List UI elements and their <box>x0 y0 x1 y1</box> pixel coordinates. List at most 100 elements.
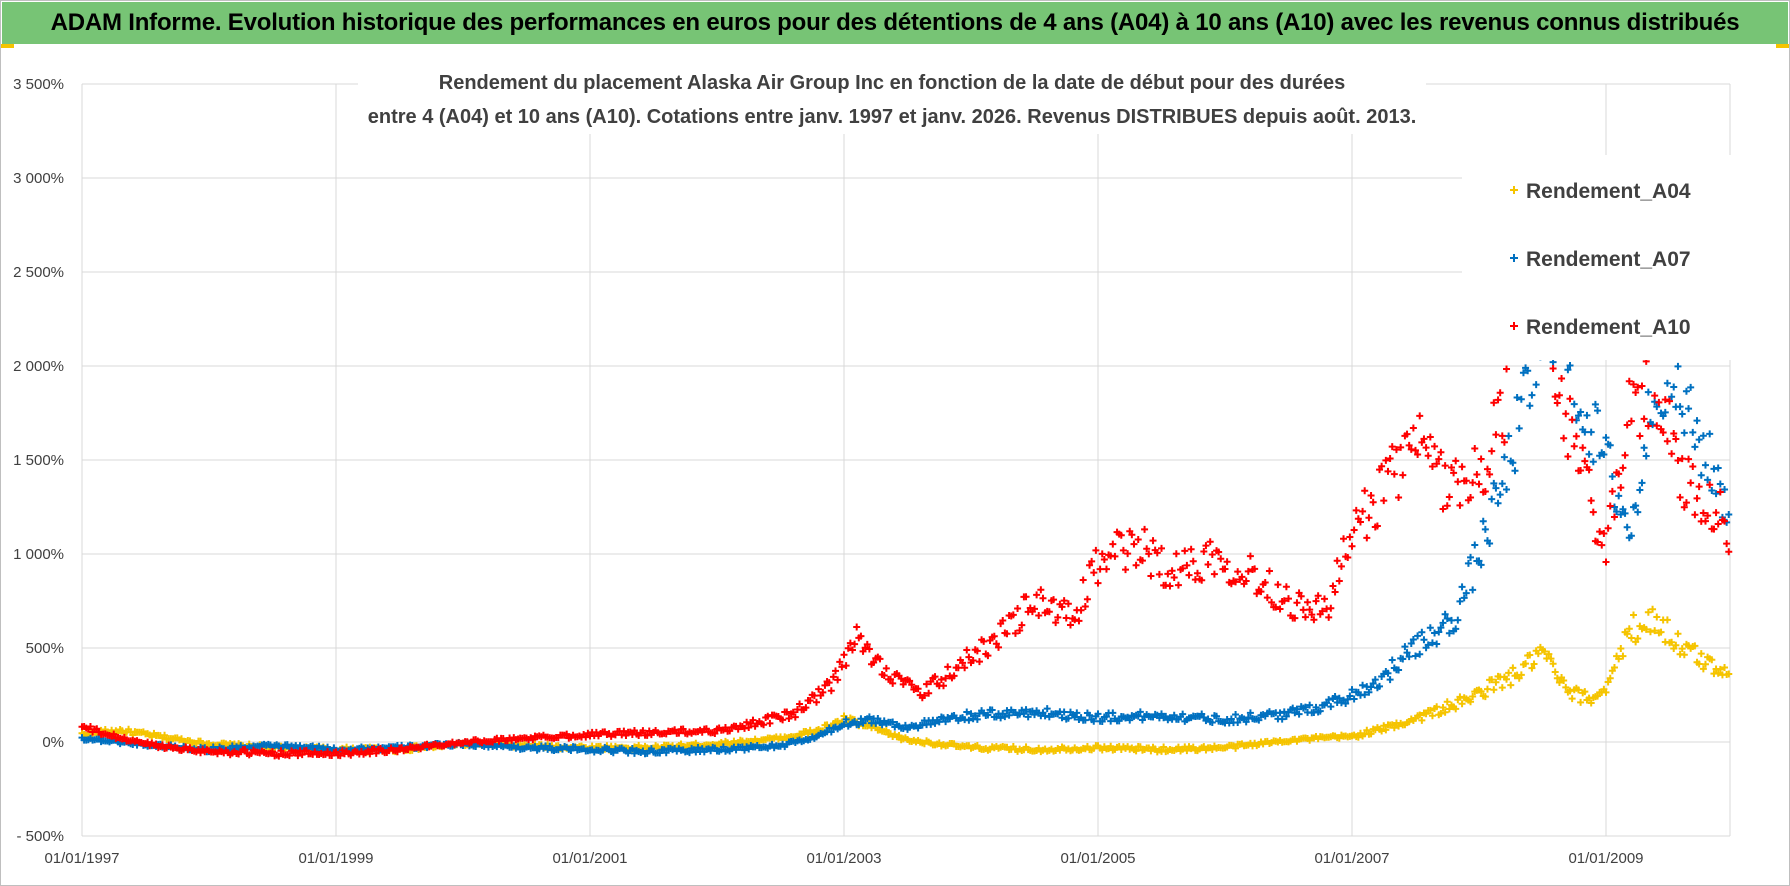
data-point <box>1443 698 1451 706</box>
data-point <box>1486 540 1494 548</box>
data-point <box>1122 566 1130 574</box>
chart-title-line-1: Rendement du placement Alaska Air Group … <box>439 72 1345 94</box>
data-point <box>1551 393 1559 401</box>
data-point <box>1503 675 1511 683</box>
data-point <box>923 680 931 688</box>
data-point <box>1452 625 1460 633</box>
data-point <box>842 715 850 723</box>
data-point <box>840 720 848 728</box>
data-point <box>1213 712 1221 720</box>
data-point <box>832 667 840 675</box>
data-point <box>1668 638 1676 646</box>
legend-marker <box>1510 254 1518 262</box>
data-point <box>1486 470 1494 478</box>
data-point <box>997 714 1005 722</box>
data-point <box>1649 421 1657 429</box>
data-point <box>1661 396 1669 404</box>
data-point <box>1071 616 1079 624</box>
y-tick-label: 1 000% <box>13 546 64 563</box>
data-point <box>1251 565 1259 573</box>
data-point <box>844 644 852 652</box>
data-point <box>1445 705 1453 713</box>
data-point <box>1329 582 1337 590</box>
data-point <box>827 728 835 736</box>
data-point <box>1399 471 1407 479</box>
data-point <box>1678 645 1686 653</box>
data-point <box>1348 542 1356 550</box>
data-point <box>1304 598 1312 606</box>
data-point <box>939 682 947 690</box>
data-point <box>1293 599 1301 607</box>
data-point <box>1721 664 1729 672</box>
data-point <box>1653 422 1661 430</box>
data-point <box>1716 480 1724 488</box>
data-point <box>1155 570 1163 578</box>
data-point <box>1447 616 1455 624</box>
x-tick-label: 01/01/2009 <box>1568 850 1643 867</box>
data-point <box>1682 387 1690 395</box>
data-point <box>1066 621 1074 629</box>
data-point <box>1437 709 1445 717</box>
data-point <box>1528 391 1536 399</box>
banner-accent-left <box>0 44 14 48</box>
data-point <box>1608 487 1616 495</box>
data-point <box>1412 446 1419 454</box>
data-point <box>1456 501 1464 509</box>
data-point <box>148 733 156 741</box>
data-point <box>1109 540 1117 548</box>
data-point <box>1132 747 1140 755</box>
x-tick-label: 01/01/1997 <box>44 850 119 867</box>
data-point <box>1246 709 1254 717</box>
data-point <box>1031 605 1038 613</box>
data-point <box>1361 487 1369 495</box>
data-point <box>1160 743 1168 751</box>
legend-marker <box>1510 322 1518 330</box>
data-point <box>1428 462 1436 470</box>
data-point <box>950 672 958 680</box>
data-point <box>1680 651 1688 659</box>
data-point <box>1390 470 1398 478</box>
data-point <box>1625 625 1633 633</box>
data-point <box>1134 712 1142 720</box>
data-point <box>1670 430 1678 438</box>
data-point <box>1680 503 1688 511</box>
data-point <box>1623 630 1631 638</box>
data-point <box>1693 494 1701 502</box>
data-point <box>1033 591 1041 599</box>
data-point <box>1498 684 1506 692</box>
data-point <box>1439 704 1447 712</box>
data-point <box>294 752 302 760</box>
data-point <box>144 738 152 746</box>
data-point <box>889 679 897 687</box>
data-point <box>1242 718 1250 726</box>
data-point <box>1456 597 1464 605</box>
data-point <box>1723 540 1731 548</box>
data-point <box>1143 545 1151 553</box>
data-point <box>1591 400 1599 408</box>
data-point <box>1560 676 1568 684</box>
data-point <box>880 672 888 680</box>
data-point <box>1386 455 1394 463</box>
data-point <box>1204 561 1212 569</box>
data-point <box>882 664 890 672</box>
data-point <box>1574 686 1582 694</box>
data-point <box>789 708 797 716</box>
data-point <box>942 718 950 726</box>
data-point <box>1725 548 1733 556</box>
data-point <box>1555 391 1563 399</box>
data-point <box>1627 532 1635 540</box>
data-point <box>1558 375 1566 383</box>
data-point <box>1282 583 1290 591</box>
data-point <box>1098 718 1106 726</box>
data-point <box>975 658 983 666</box>
data-point <box>1666 397 1673 405</box>
data-point <box>1581 428 1589 436</box>
data-point <box>870 659 878 667</box>
data-point <box>1291 614 1299 622</box>
data-point <box>324 748 332 756</box>
data-point <box>1469 693 1477 701</box>
data-point <box>1086 711 1094 719</box>
data-point <box>1020 710 1028 718</box>
data-point <box>1505 669 1513 677</box>
data-point <box>944 663 952 671</box>
